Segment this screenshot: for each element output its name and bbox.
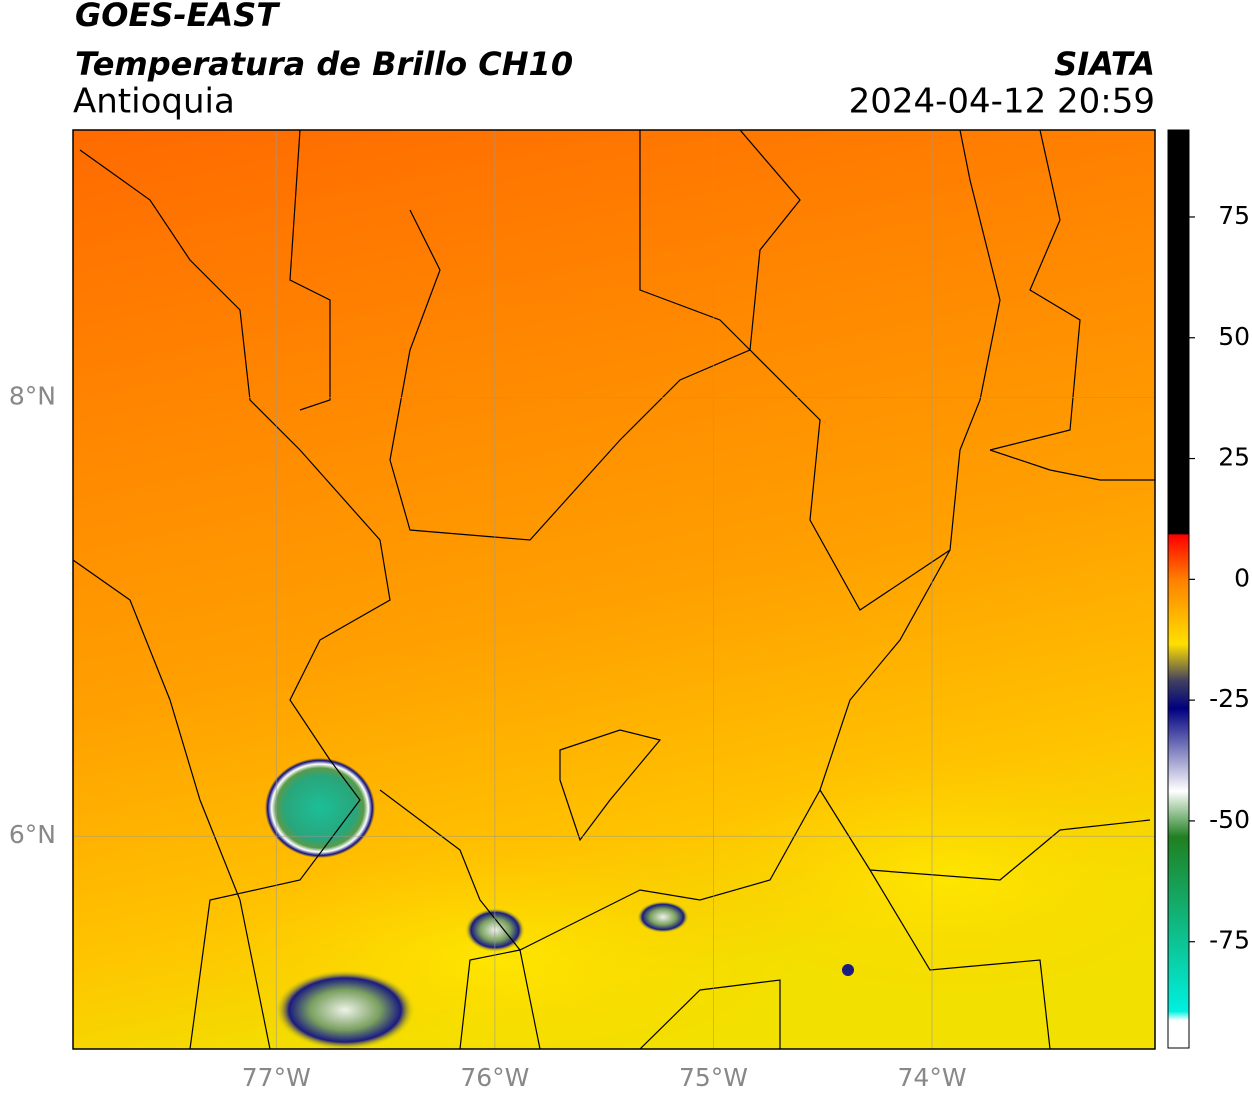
colorbar-tick-label: -75 [1209, 926, 1250, 955]
y-tick-label: 6°N [9, 820, 56, 849]
colorbar-tick-label: 50 [1218, 322, 1250, 351]
map-frame [72, 129, 1156, 1050]
warm-area [690, 760, 1155, 1000]
x-tick-label: 77°W [242, 1063, 311, 1092]
x-tick-label: 75°W [679, 1063, 748, 1092]
title: GOES-EAST [75, 0, 280, 34]
borders [73, 130, 1155, 1049]
y-tick-label: 8°N [9, 382, 56, 411]
timestamp: 2024-04-12 20:59 [849, 82, 1155, 122]
storm-cell [637, 901, 689, 933]
x-tick-label: 74°W [898, 1063, 967, 1092]
colorbar [1167, 129, 1190, 1049]
storm-cell [842, 964, 854, 976]
colorbar-tick-label: 0 [1234, 563, 1250, 592]
warm-area [200, 850, 800, 1049]
subtitle: Temperatura de Brillo CH10 [75, 45, 573, 83]
x-tick-label: 76°W [460, 1063, 529, 1092]
storm-cell [265, 758, 375, 858]
storm-cell [275, 970, 415, 1049]
region: Antioquia [73, 82, 235, 122]
source: SIATA [1054, 45, 1155, 83]
colorbar-tick-label: 25 [1218, 443, 1250, 472]
colorbar-tick-label: -50 [1209, 805, 1250, 834]
colorbar-tick-label: -25 [1209, 684, 1250, 713]
map-image [73, 130, 1155, 1049]
colorbar-tick-label: 75 [1218, 201, 1250, 230]
